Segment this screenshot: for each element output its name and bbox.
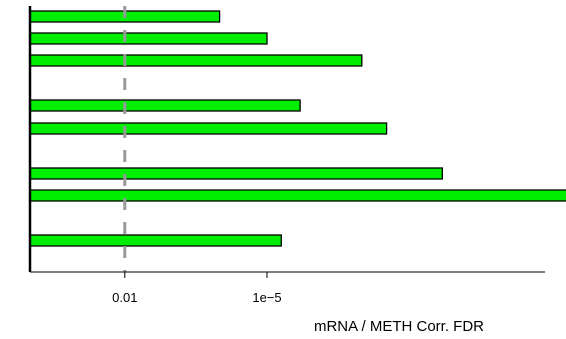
x-ticks-layer: 0.01 1e−5 [112, 272, 282, 305]
x-axis-title: mRNA / METH Corr. FDR [314, 318, 484, 335]
bar-g2-1 [29, 99, 301, 112]
x-tick-label-2: 1e−5 [252, 290, 281, 305]
bar-g1-3 [29, 54, 363, 67]
bar-g2-2 [29, 122, 388, 135]
bar-g3-2 [29, 189, 566, 202]
bar-g4-1 [29, 234, 282, 247]
bar-g3-1 [29, 167, 443, 180]
bars-layer [29, 10, 566, 247]
x-tick-label-1: 0.01 [112, 290, 137, 305]
bar-g1-2 [29, 32, 268, 45]
